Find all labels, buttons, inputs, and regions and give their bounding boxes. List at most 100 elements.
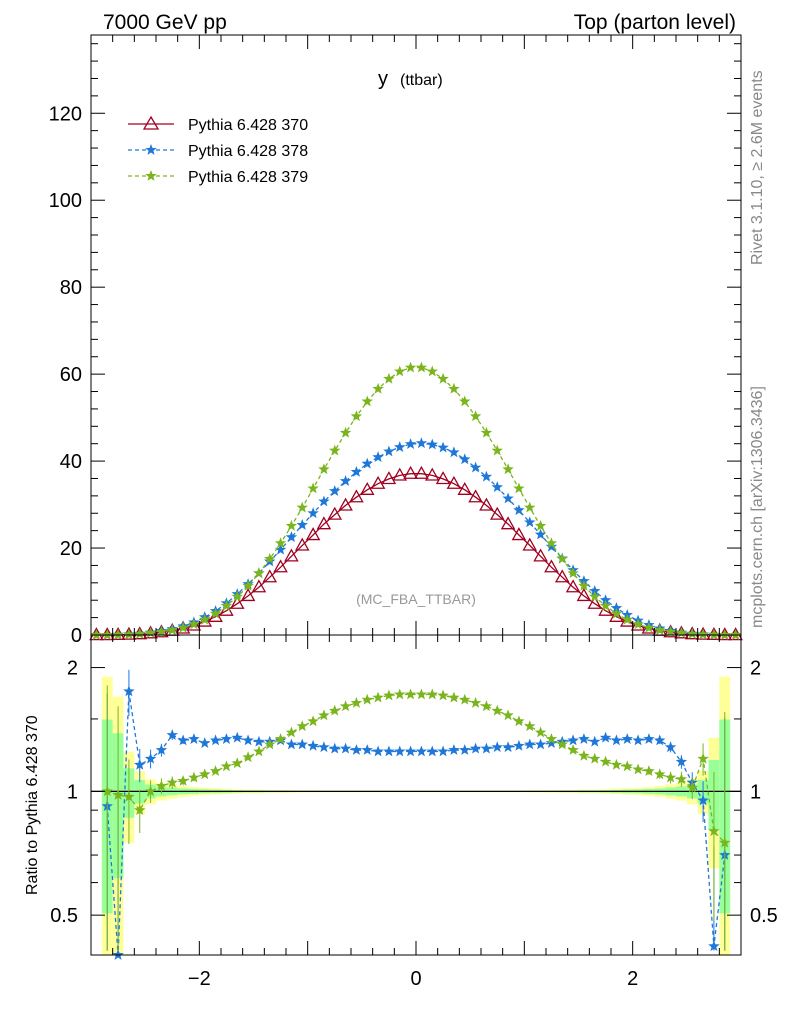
ratio-point bbox=[253, 735, 265, 747]
data-point bbox=[101, 629, 113, 640]
ratio-y-tick-label: 2 bbox=[67, 658, 78, 680]
ratio-point bbox=[394, 745, 406, 757]
data-point bbox=[251, 579, 267, 593]
legend-entry-378: Pythia 6.428 378 bbox=[128, 143, 308, 160]
ratio-point bbox=[621, 733, 633, 744]
data-point bbox=[305, 527, 321, 541]
legend-entry-370: Pythia 6.428 370 bbox=[128, 115, 308, 134]
ratio-point bbox=[469, 742, 482, 754]
ratio-point bbox=[155, 744, 168, 755]
ratio-y-tick-label-right: 0.5 bbox=[750, 905, 778, 927]
data-point bbox=[435, 471, 451, 485]
ratio-point bbox=[339, 742, 352, 754]
data-point bbox=[274, 537, 287, 549]
data-point bbox=[599, 599, 612, 611]
ratio-frame bbox=[90, 634, 742, 956]
data-point bbox=[697, 628, 709, 640]
ratio-point bbox=[459, 744, 471, 755]
ratio-point bbox=[329, 742, 341, 754]
data-point bbox=[502, 492, 514, 504]
ratio-point bbox=[459, 693, 471, 705]
data-point bbox=[414, 465, 429, 479]
data-point bbox=[284, 548, 299, 562]
main-panel: 0 20 40 60 80 100 120 y (ttbar) (MC_FBA_TTBAR) bbox=[49, 34, 743, 647]
analysis-tag: (MC_FBA_TTBAR) bbox=[356, 591, 476, 607]
ratio-point bbox=[144, 785, 157, 797]
data-point bbox=[533, 548, 548, 562]
ratio-point bbox=[480, 700, 493, 712]
series-1 bbox=[90, 437, 742, 640]
data-point bbox=[446, 475, 462, 489]
ratio-point bbox=[220, 733, 233, 744]
ratio-point bbox=[675, 773, 688, 785]
data-point bbox=[372, 382, 384, 394]
ratio-point bbox=[339, 700, 352, 712]
ratio-point bbox=[654, 734, 666, 746]
ratio-point bbox=[426, 688, 438, 700]
data-point bbox=[479, 497, 494, 511]
data-point bbox=[316, 516, 332, 530]
data-point bbox=[177, 621, 189, 633]
ratio-point bbox=[491, 704, 503, 716]
main-axes: 0 20 40 60 80 100 120 bbox=[49, 35, 742, 647]
plot-title-main: y bbox=[378, 68, 388, 90]
data-point bbox=[719, 629, 731, 640]
ratio-point bbox=[599, 755, 612, 767]
ratio-y-label: Ratio to Pythia 6.428 370 bbox=[24, 715, 41, 895]
ratio-y-tick-label-right: 1 bbox=[750, 781, 761, 803]
ratio-point bbox=[296, 738, 308, 750]
ratio-point bbox=[502, 709, 514, 721]
ratio-point bbox=[177, 774, 189, 786]
y-tick-label: 40 bbox=[60, 451, 82, 473]
ratio-line bbox=[106, 693, 726, 844]
series-2 bbox=[90, 361, 742, 640]
data-point bbox=[199, 613, 211, 625]
ratio-point bbox=[513, 739, 525, 751]
ratio-point bbox=[231, 731, 243, 743]
ratio-point bbox=[220, 760, 233, 772]
data-point bbox=[329, 444, 341, 456]
ratio-point bbox=[664, 771, 677, 783]
ratio-point bbox=[534, 738, 547, 750]
ratio-point bbox=[318, 741, 330, 753]
data-point bbox=[318, 463, 330, 475]
ratio-y-tick-label: 1 bbox=[67, 781, 78, 803]
data-point bbox=[349, 489, 364, 503]
data-point bbox=[609, 608, 624, 622]
data-point bbox=[448, 382, 460, 394]
data-point bbox=[209, 607, 222, 619]
data-point bbox=[424, 467, 440, 481]
ratio-point bbox=[719, 836, 731, 848]
ratio-plot-area bbox=[101, 669, 731, 960]
ratio-point bbox=[199, 737, 211, 748]
legend-star-378 bbox=[145, 144, 157, 155]
data-point bbox=[491, 444, 503, 456]
ratio-point bbox=[329, 704, 341, 716]
ratio-point bbox=[350, 697, 363, 708]
data-point bbox=[372, 451, 384, 463]
data-point bbox=[426, 365, 438, 377]
ratio-point bbox=[437, 745, 449, 757]
ratio-axes: 0.5 0.5 1 1 2 2 −2 0 2 bbox=[50, 635, 778, 990]
ratio-point bbox=[524, 738, 536, 750]
data-point bbox=[329, 485, 341, 496]
data-point bbox=[381, 471, 397, 485]
ratio-point bbox=[545, 733, 558, 744]
ratio-point bbox=[318, 709, 330, 721]
ratio-point bbox=[589, 752, 601, 764]
data-point bbox=[675, 627, 688, 638]
ratio-point bbox=[610, 734, 623, 746]
x-tick-label: 0 bbox=[410, 968, 421, 990]
ratio-point bbox=[404, 745, 417, 757]
data-point bbox=[361, 457, 373, 469]
ratio-point bbox=[372, 691, 384, 703]
ratio-y-tick-label: 0.5 bbox=[50, 905, 78, 927]
data-point bbox=[144, 627, 157, 638]
data-point bbox=[469, 410, 482, 422]
data-point bbox=[134, 628, 146, 639]
data-point bbox=[285, 519, 298, 531]
ratio-point bbox=[209, 765, 222, 776]
ratio-point bbox=[632, 763, 644, 775]
ratio-point bbox=[567, 734, 579, 746]
data-point bbox=[383, 372, 395, 384]
